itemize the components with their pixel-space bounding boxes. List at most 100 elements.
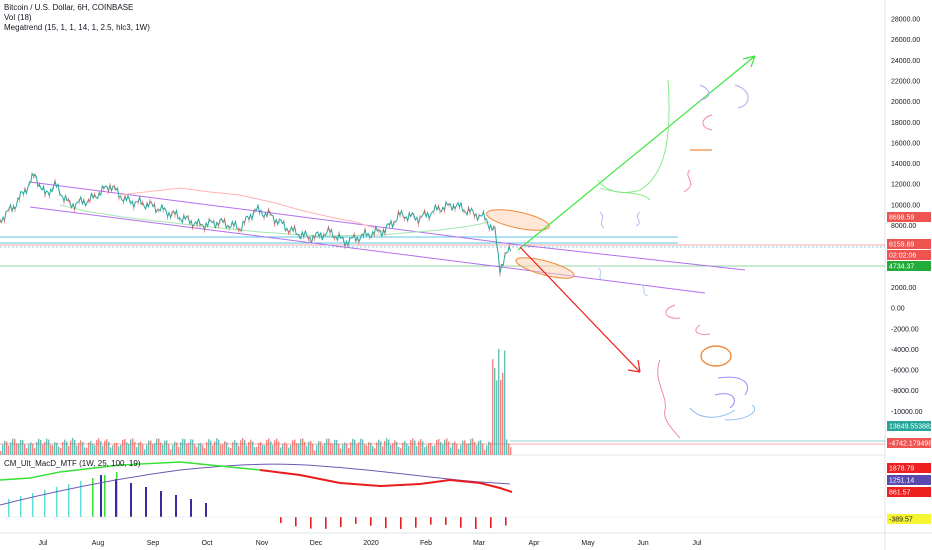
volume-bar bbox=[110, 447, 112, 455]
volume-bar bbox=[228, 447, 230, 455]
volume-bar bbox=[422, 441, 424, 455]
macd-bar bbox=[145, 487, 147, 517]
volume-bar bbox=[114, 443, 116, 455]
channel-lower-line[interactable] bbox=[29, 206, 706, 294]
price-candles-down bbox=[0, 172, 510, 277]
legend-megatrend[interactable]: Megatrend (15, 1, 1, 14, 1, 2.5, hlc3, 1… bbox=[4, 23, 150, 32]
volume-bar bbox=[158, 438, 160, 455]
price-tag: 4734.37 bbox=[887, 261, 931, 271]
macd-bar bbox=[175, 495, 177, 517]
volume-bar bbox=[358, 442, 360, 455]
volume-bar bbox=[262, 444, 264, 455]
macd-bar bbox=[325, 517, 327, 529]
volume-bar bbox=[478, 440, 480, 455]
time-axis-label: Nov bbox=[256, 540, 269, 547]
volume-bar bbox=[240, 440, 242, 455]
volume-bar bbox=[342, 444, 344, 455]
volume-bar bbox=[18, 443, 20, 455]
volume-bar bbox=[218, 439, 220, 455]
volume-bar bbox=[490, 442, 492, 455]
volume-bar bbox=[152, 444, 154, 455]
volume-bar bbox=[468, 443, 470, 455]
volume-bar bbox=[54, 442, 56, 455]
volume-bar bbox=[128, 444, 130, 455]
volume-bar bbox=[352, 438, 354, 455]
price-axis-label: 16000.00 bbox=[891, 140, 920, 147]
volume-bar bbox=[326, 438, 328, 455]
volume-bar bbox=[204, 448, 206, 455]
volume-bar bbox=[278, 441, 280, 455]
volume-bar bbox=[120, 444, 122, 455]
volume-bar bbox=[154, 442, 156, 455]
bullish-arrow-line[interactable] bbox=[517, 55, 756, 251]
volume-bar bbox=[390, 444, 392, 455]
volume-bar bbox=[508, 443, 510, 455]
volume-bar bbox=[180, 442, 182, 455]
price-axis-label: 28000.00 bbox=[891, 17, 920, 24]
volume-bar bbox=[210, 440, 212, 455]
legend-indicator[interactable]: CM_Ult_MacD_MTF (1W, 25, 100, 19) bbox=[4, 459, 141, 468]
price-axis-panel[interactable] bbox=[885, 0, 932, 550]
volume-bar bbox=[462, 440, 464, 455]
volume-bar bbox=[406, 443, 408, 455]
volume-bar bbox=[90, 441, 92, 455]
volume-bar bbox=[348, 447, 350, 455]
ellipse-highlight-upper[interactable] bbox=[485, 206, 551, 235]
volume-bar bbox=[506, 439, 508, 455]
channel-upper-line[interactable] bbox=[29, 181, 521, 246]
volume-bar bbox=[410, 440, 412, 455]
volume-bar bbox=[356, 444, 358, 455]
volume-bar bbox=[22, 440, 24, 455]
volume-bar bbox=[362, 439, 364, 455]
volume-bar bbox=[274, 440, 276, 455]
ellipse-highlight-lower[interactable] bbox=[514, 253, 576, 282]
volume-bar bbox=[108, 441, 110, 455]
volume-bar bbox=[58, 446, 60, 455]
volume-bar bbox=[486, 445, 488, 455]
svg-text:6159.69: 6159.69 bbox=[889, 242, 914, 249]
volume-bar bbox=[238, 445, 240, 455]
price-axis-label: -10000.00 bbox=[891, 409, 923, 416]
legend-symbol[interactable]: Bitcoin / U.S. Dollar, 6H, COINBASE bbox=[4, 3, 134, 12]
channel-upper-extension[interactable] bbox=[519, 244, 746, 271]
volume-bar bbox=[298, 443, 300, 455]
volume-bar bbox=[30, 442, 32, 455]
volume-bar bbox=[378, 439, 380, 455]
volume-bar bbox=[182, 438, 184, 455]
price-candles[interactable] bbox=[0, 172, 512, 274]
volume-bar bbox=[280, 447, 282, 455]
volume-bar bbox=[44, 441, 46, 455]
volume-bar bbox=[88, 442, 90, 455]
volume-bar bbox=[248, 441, 250, 455]
volume-bar bbox=[50, 444, 52, 455]
volume-bar bbox=[100, 440, 102, 455]
volume-bar bbox=[194, 444, 196, 455]
volume-bar bbox=[268, 438, 270, 455]
volume-bar bbox=[188, 442, 190, 455]
volume-bar bbox=[496, 380, 498, 455]
volume-bar bbox=[384, 440, 386, 455]
macd-bar bbox=[8, 499, 10, 517]
volume-bar bbox=[426, 445, 428, 455]
volume-bar bbox=[318, 441, 320, 455]
bearish-arrow-line[interactable] bbox=[519, 246, 641, 373]
volume-bar bbox=[494, 367, 496, 455]
macd-bar bbox=[295, 517, 297, 527]
macd-bar bbox=[130, 483, 132, 517]
volume-bar bbox=[474, 442, 476, 455]
time-axis-labels: Jul Aug Sep Oct Nov Dec 2020 Feb Mar Apr May Jun Jul bbox=[39, 540, 702, 547]
svg-text:13649.553882: 13649.553882 bbox=[889, 424, 932, 431]
volume-bar bbox=[400, 448, 402, 455]
volume-bar bbox=[498, 349, 500, 455]
volume-bar bbox=[250, 439, 252, 455]
volume-bar bbox=[290, 444, 292, 455]
legend-volume[interactable]: Vol (18) bbox=[4, 13, 32, 22]
time-axis-label: Dec bbox=[310, 540, 323, 547]
volume-bar bbox=[166, 440, 168, 455]
volume-bar bbox=[334, 439, 336, 455]
volume-bar bbox=[52, 445, 54, 455]
volume-bar bbox=[174, 441, 176, 455]
volume-bar bbox=[510, 447, 512, 455]
volume-bar bbox=[254, 447, 256, 455]
